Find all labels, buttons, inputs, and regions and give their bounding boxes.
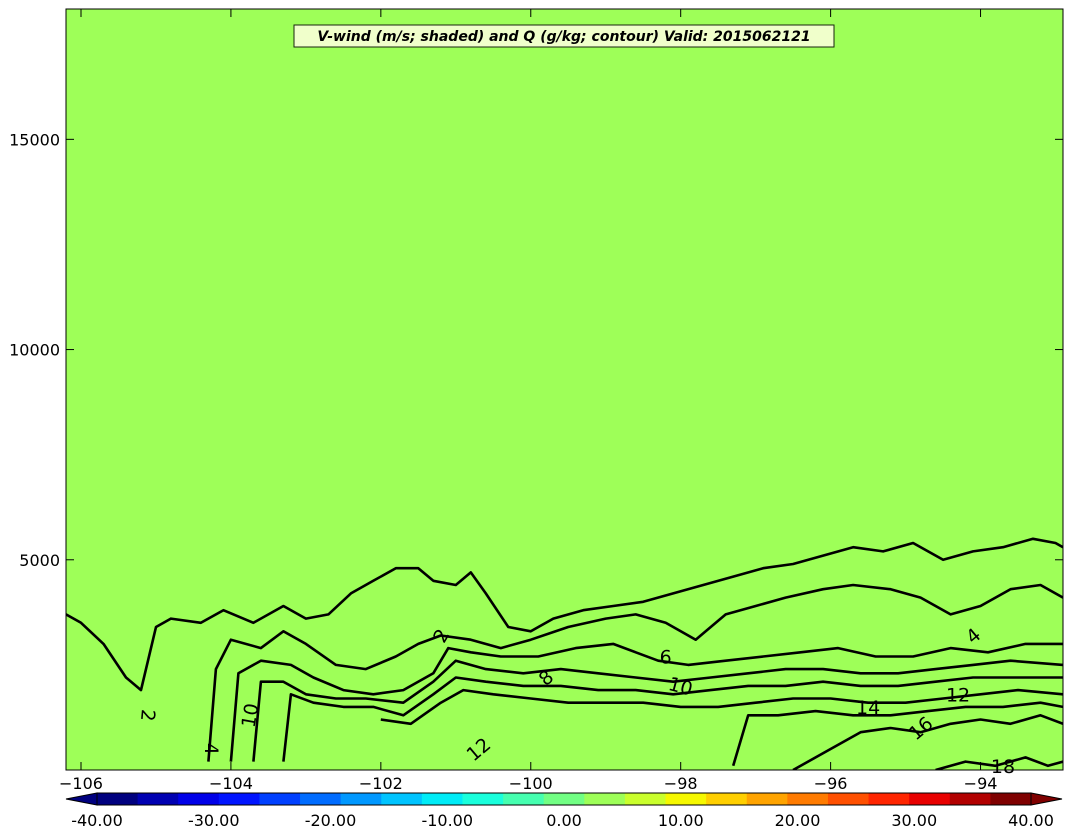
- colorbar-tick-label: -10.00: [421, 811, 473, 830]
- colorbar-frame: [96, 792, 1032, 806]
- colorbar-swatch: [97, 793, 139, 805]
- colorbar-swatch: [868, 793, 910, 805]
- colorbar-ticks: -40.00 -30.00 -20.00 -10.00 0.00 10.00 20.00 30…: [71, 811, 1054, 830]
- x-axis: −106 −104 −102 −100 −98 −96 −94: [59, 9, 997, 793]
- colorbar-swatch: [381, 793, 423, 805]
- colorbar-swatch: [178, 793, 220, 805]
- contour-line-8: [252, 659, 1063, 762]
- colorbar-arrow-low: [65, 792, 98, 806]
- shaded-field: [66, 9, 1063, 770]
- colorbar-swatch: [137, 793, 179, 805]
- contour-line-18: [935, 756, 1063, 770]
- colorbar-swatch: [543, 793, 585, 805]
- x-tick-label: −104: [209, 774, 253, 793]
- colorbar-swatch: [503, 793, 545, 805]
- plot-frame: [65, 8, 1064, 771]
- colorbar-tick-label: -30.00: [188, 811, 240, 830]
- colorbar-tick-label: 40.00: [1008, 811, 1054, 830]
- colorbar-swatch: [300, 793, 342, 805]
- x-tick-label: −100: [509, 774, 553, 793]
- colorbar-swatch: [462, 793, 504, 805]
- contour-line-10: [282, 676, 1063, 762]
- x-tick-label: −96: [814, 774, 848, 793]
- y-tick-label: 10000: [9, 341, 60, 360]
- contour-line-14: [731, 701, 1063, 767]
- contour-label: 10: [238, 702, 264, 730]
- contour-label: 18: [991, 756, 1015, 778]
- colorbar-tick-label: 20.00: [775, 811, 821, 830]
- contour-line-16: [792, 714, 1063, 770]
- contour-label: 14: [856, 697, 880, 719]
- contour-line-2: [66, 537, 1063, 692]
- shade-region: [66, 9, 1063, 770]
- colorbar: [65, 792, 1063, 806]
- chart-title: V-wind (m/s; shaded) and Q (g/kg; contou…: [317, 29, 810, 45]
- colorbar-swatch: [259, 793, 301, 805]
- y-tick-label: 15000: [9, 130, 60, 149]
- contour-line-4: [207, 583, 1063, 762]
- colorbar-swatch: [218, 793, 261, 805]
- contour-line-12: [380, 688, 1063, 726]
- colorbar-swatch: [909, 793, 951, 805]
- colorbar-tick-label: 0.00: [546, 811, 582, 830]
- colorbar-swatch: [746, 793, 788, 805]
- colorbar-tick-label: -40.00: [71, 811, 123, 830]
- contour-label: 12: [946, 684, 970, 706]
- colorbar-swatch: [340, 793, 382, 805]
- colorbar-swatch: [787, 793, 829, 805]
- contour-label: 2: [136, 708, 159, 722]
- colorbar-swatch: [827, 793, 870, 805]
- colorbar-swatch: [624, 793, 667, 805]
- colorbar-swatch: [990, 793, 1032, 805]
- colorbar-swatch: [584, 793, 626, 805]
- colorbar-swatch: [949, 793, 991, 805]
- contour-line-6: [229, 642, 1063, 762]
- chart-title-box: V-wind (m/s; shaded) and Q (g/kg; contou…: [293, 24, 835, 48]
- x-tick-label: −94: [964, 774, 998, 793]
- colorbar-tick-label: -20.00: [305, 811, 357, 830]
- colorbar-tick-label: 30.00: [891, 811, 937, 830]
- contour-lines: [66, 537, 1063, 770]
- colorbar-arrow-high: [1030, 792, 1063, 806]
- contour-label: 6: [660, 646, 672, 668]
- y-tick-label: 5000: [19, 551, 60, 570]
- colorbar-swatch: [706, 793, 748, 805]
- contour-label: 4: [200, 743, 222, 755]
- colorbar-tick-label: 10.00: [658, 811, 704, 830]
- x-tick-label: −106: [59, 774, 103, 793]
- y-axis: 5000 10000 15000: [9, 130, 1063, 570]
- colorbar-swatch: [421, 793, 464, 805]
- x-tick-label: −102: [359, 774, 403, 793]
- colorbar-swatch: [665, 793, 707, 805]
- x-tick-label: −98: [664, 774, 698, 793]
